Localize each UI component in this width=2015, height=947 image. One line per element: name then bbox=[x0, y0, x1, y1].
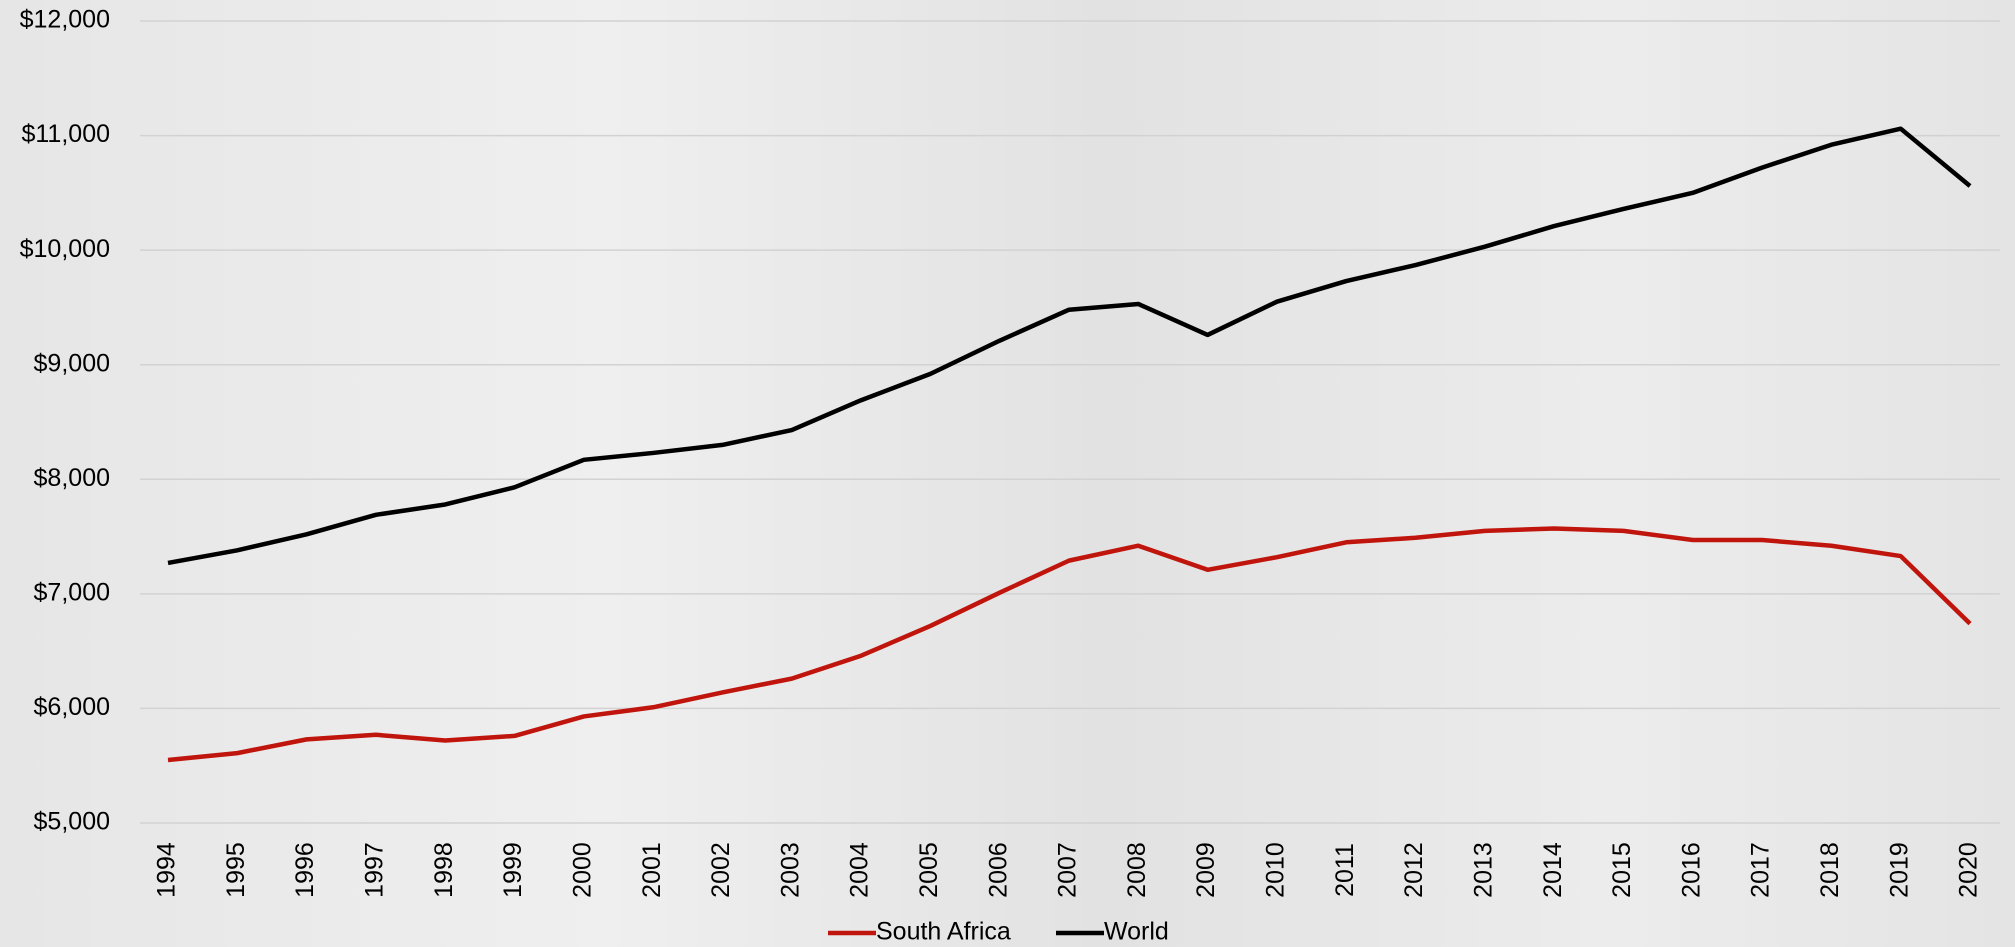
x-tick-label: 1994 bbox=[153, 842, 181, 898]
x-tick-label: 2006 bbox=[984, 842, 1012, 898]
line-series bbox=[167, 526, 1972, 763]
y-tick-label: $11,000 bbox=[21, 120, 110, 148]
x-tick-label: 1996 bbox=[291, 842, 319, 898]
line-series bbox=[167, 126, 1972, 566]
y-tick-label: $12,000 bbox=[20, 6, 110, 34]
x-tick-label: 1999 bbox=[499, 842, 527, 898]
x-tick-label: 2010 bbox=[1262, 842, 1290, 898]
x-tick-label: 1995 bbox=[222, 842, 250, 898]
legend-label: South Africa bbox=[876, 918, 1011, 946]
y-tick-label: $8,000 bbox=[34, 464, 110, 492]
x-tick-label: 2014 bbox=[1539, 842, 1567, 898]
y-tick-label: $7,000 bbox=[34, 578, 110, 606]
y-tick-label: $5,000 bbox=[34, 808, 110, 836]
x-tick-label: 2016 bbox=[1677, 842, 1705, 898]
x-tick-label: 2005 bbox=[915, 842, 943, 898]
x-tick-label: 1997 bbox=[361, 842, 389, 898]
y-tick-label: $10,000 bbox=[20, 235, 110, 263]
x-tick-label: 2017 bbox=[1747, 842, 1775, 898]
x-tick-label: 2004 bbox=[846, 842, 874, 898]
y-tick-label: $9,000 bbox=[34, 349, 110, 377]
legend-label: World bbox=[1104, 918, 1169, 946]
y-tick-label: $6,000 bbox=[34, 693, 110, 721]
x-tick-label: 2009 bbox=[1192, 842, 1220, 898]
x-tick-label: 2003 bbox=[776, 842, 804, 898]
x-tick-label: 2013 bbox=[1469, 842, 1497, 898]
x-tick-label: 2020 bbox=[1955, 842, 1983, 898]
x-tick-label: 2011 bbox=[1331, 843, 1359, 897]
x-tick-label: 1998 bbox=[430, 842, 458, 898]
x-tick-label: 2001 bbox=[638, 842, 666, 898]
x-tick-label: 2008 bbox=[1123, 842, 1151, 898]
x-tick-label: 2000 bbox=[568, 842, 596, 898]
x-tick-label: 2015 bbox=[1608, 842, 1636, 898]
x-tick-label: 2002 bbox=[707, 842, 735, 898]
x-tick-label: 2019 bbox=[1885, 842, 1913, 898]
x-tick-label: 2007 bbox=[1054, 842, 1082, 898]
x-tick-label: 2018 bbox=[1816, 842, 1844, 898]
x-tick-label: 2012 bbox=[1400, 842, 1428, 898]
